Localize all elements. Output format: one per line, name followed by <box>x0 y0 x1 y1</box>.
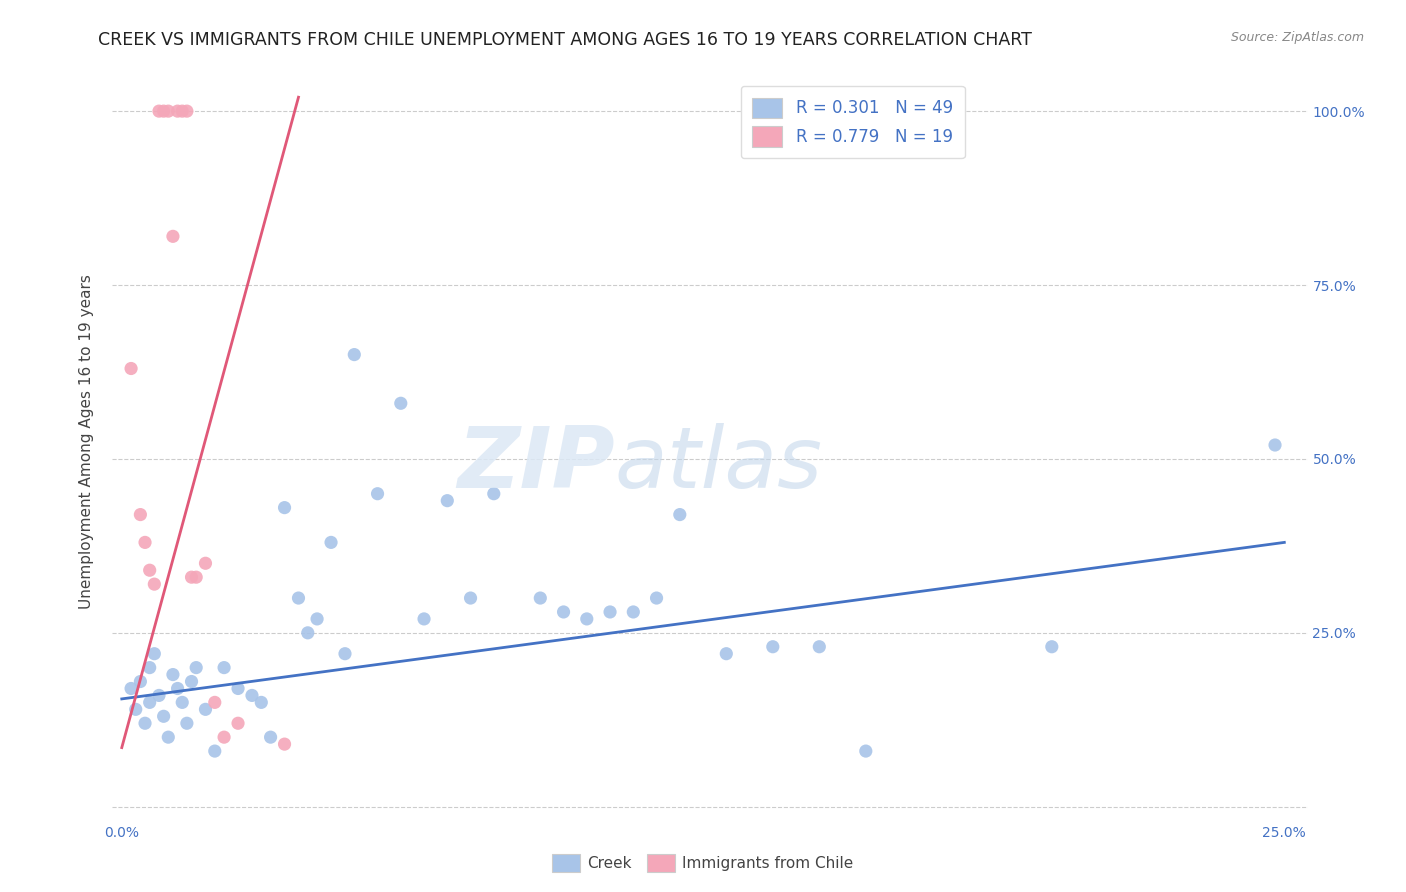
Point <box>129 508 152 522</box>
Point <box>762 640 785 654</box>
Point <box>250 695 273 709</box>
Point <box>138 563 160 577</box>
Point <box>204 695 226 709</box>
Point <box>172 695 194 709</box>
Legend: Creek, Immigrants from Chile: Creek, Immigrants from Chile <box>544 846 862 880</box>
Y-axis label: Unemployment Among Ages 16 to 19 years: Unemployment Among Ages 16 to 19 years <box>79 274 94 609</box>
Legend: R = 0.301   N = 49, R = 0.779   N = 19: R = 0.301 N = 49, R = 0.779 N = 19 <box>741 86 965 158</box>
Point <box>162 229 184 244</box>
Point <box>152 709 174 723</box>
Point <box>212 730 235 744</box>
Point <box>436 493 458 508</box>
Point <box>166 104 188 119</box>
Point <box>297 625 319 640</box>
Point <box>194 702 217 716</box>
Point <box>148 104 170 119</box>
Point <box>575 612 598 626</box>
Point <box>180 570 202 584</box>
Point <box>226 716 249 731</box>
Point <box>855 744 877 758</box>
Point <box>148 689 170 703</box>
Point <box>319 535 342 549</box>
Point <box>333 647 356 661</box>
Point <box>120 361 142 376</box>
Point <box>460 591 482 605</box>
Point <box>166 681 188 696</box>
Point <box>129 674 152 689</box>
Point <box>120 681 142 696</box>
Point <box>259 730 281 744</box>
Point <box>808 640 831 654</box>
Point <box>553 605 575 619</box>
Point <box>180 674 202 689</box>
Point <box>389 396 412 410</box>
Point <box>157 104 180 119</box>
Point <box>138 695 160 709</box>
Point <box>186 570 208 584</box>
Point <box>307 612 329 626</box>
Point <box>273 737 295 751</box>
Point <box>273 500 295 515</box>
Text: CREEK VS IMMIGRANTS FROM CHILE UNEMPLOYMENT AMONG AGES 16 TO 19 YEARS CORRELATIO: CREEK VS IMMIGRANTS FROM CHILE UNEMPLOYM… <box>98 31 1032 49</box>
Text: ZIP: ZIP <box>457 423 614 506</box>
Point <box>194 556 217 570</box>
Point <box>212 660 235 674</box>
Point <box>240 689 263 703</box>
Point <box>1040 640 1063 654</box>
Point <box>621 605 644 619</box>
Point <box>157 730 180 744</box>
Point <box>343 348 366 362</box>
Point <box>176 104 198 119</box>
Point <box>162 667 184 681</box>
Point <box>529 591 551 605</box>
Point <box>176 716 198 731</box>
Point <box>645 591 668 605</box>
Point <box>716 647 738 661</box>
Point <box>143 577 166 591</box>
Point <box>134 535 156 549</box>
Point <box>482 486 505 500</box>
Point <box>125 702 148 716</box>
Point <box>367 486 389 500</box>
Point <box>599 605 621 619</box>
Text: atlas: atlas <box>614 423 823 506</box>
Point <box>669 508 692 522</box>
Point <box>1264 438 1286 452</box>
Point <box>226 681 249 696</box>
Point <box>186 660 208 674</box>
Point <box>134 716 156 731</box>
Point <box>143 647 166 661</box>
Point <box>138 660 160 674</box>
Point <box>152 104 174 119</box>
Point <box>172 104 194 119</box>
Point <box>413 612 436 626</box>
Point <box>287 591 309 605</box>
Point <box>204 744 226 758</box>
Text: Source: ZipAtlas.com: Source: ZipAtlas.com <box>1230 31 1364 45</box>
